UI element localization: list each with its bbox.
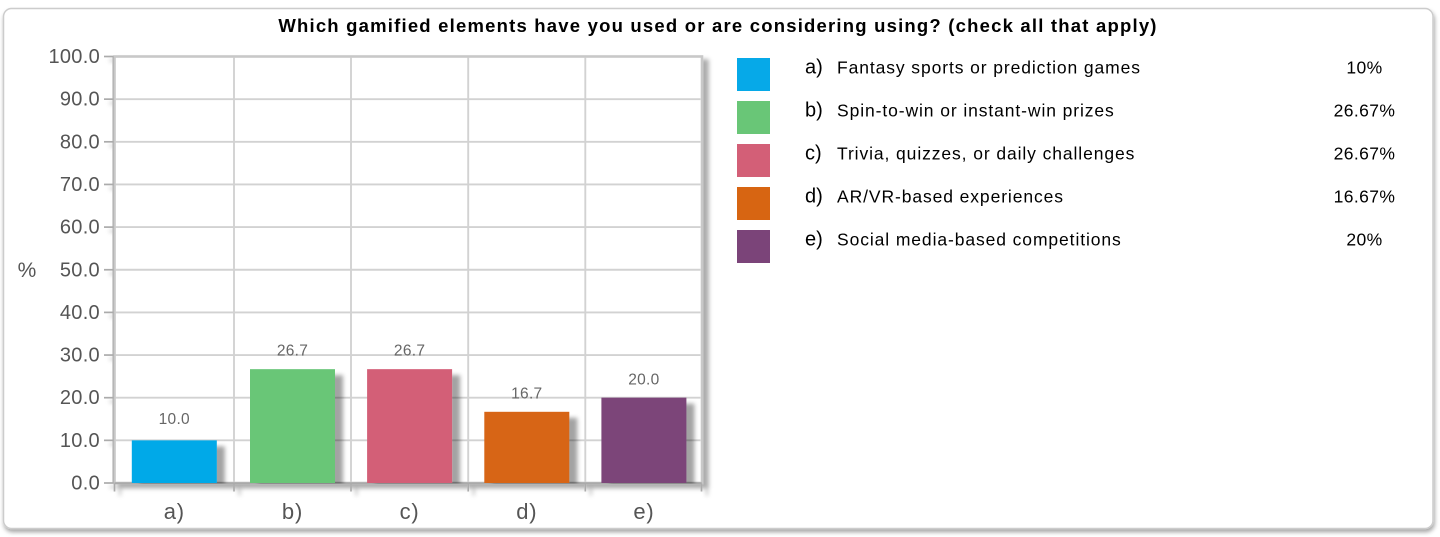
svg-text:20.0: 20.0 — [628, 372, 659, 389]
svg-text:c): c) — [805, 143, 822, 165]
svg-text:26.7: 26.7 — [277, 343, 308, 360]
svg-text:e): e) — [805, 229, 823, 251]
svg-text:0.0: 0.0 — [71, 473, 100, 495]
svg-text:10.0: 10.0 — [159, 411, 190, 428]
svg-text:20%: 20% — [1346, 230, 1382, 250]
svg-text:Spin-to-win or instant-win pri: Spin-to-win or instant-win prizes — [837, 101, 1115, 121]
svg-text:10.0: 10.0 — [60, 430, 100, 452]
svg-text:70.0: 70.0 — [60, 174, 100, 196]
svg-text:b): b) — [282, 499, 303, 524]
svg-text:50.0: 50.0 — [60, 259, 100, 281]
svg-text:e): e) — [633, 499, 654, 524]
svg-text:Social media-based competition: Social media-based competitions — [837, 230, 1122, 250]
svg-text:d): d) — [805, 186, 823, 208]
svg-text:d): d) — [516, 499, 537, 524]
svg-text:a): a) — [805, 57, 823, 79]
svg-text:%: % — [18, 259, 37, 282]
svg-text:AR/VR-based experiences: AR/VR-based experiences — [837, 187, 1064, 207]
svg-text:26.67%: 26.67% — [1334, 144, 1396, 164]
svg-text:a): a) — [164, 499, 185, 524]
svg-text:26.67%: 26.67% — [1334, 101, 1396, 121]
svg-text:80.0: 80.0 — [60, 131, 100, 153]
svg-text:b): b) — [805, 100, 823, 122]
svg-text:26.7: 26.7 — [394, 343, 425, 360]
svg-text:16.67%: 16.67% — [1334, 187, 1396, 207]
svg-text:20.0: 20.0 — [60, 387, 100, 409]
svg-text:100.0: 100.0 — [48, 46, 100, 68]
svg-text:Which gamified elements have y: Which gamified elements have you used or… — [278, 15, 1157, 36]
svg-text:40.0: 40.0 — [60, 302, 100, 324]
svg-text:Trivia, quizzes, or daily chal: Trivia, quizzes, or daily challenges — [837, 144, 1135, 164]
svg-text:60.0: 60.0 — [60, 217, 100, 239]
svg-text:c): c) — [400, 499, 420, 524]
svg-text:90.0: 90.0 — [60, 89, 100, 111]
svg-text:Fantasy sports or prediction g: Fantasy sports or prediction games — [837, 58, 1141, 78]
svg-text:16.7: 16.7 — [511, 386, 542, 403]
svg-text:10%: 10% — [1346, 58, 1382, 78]
svg-text:30.0: 30.0 — [60, 345, 100, 367]
